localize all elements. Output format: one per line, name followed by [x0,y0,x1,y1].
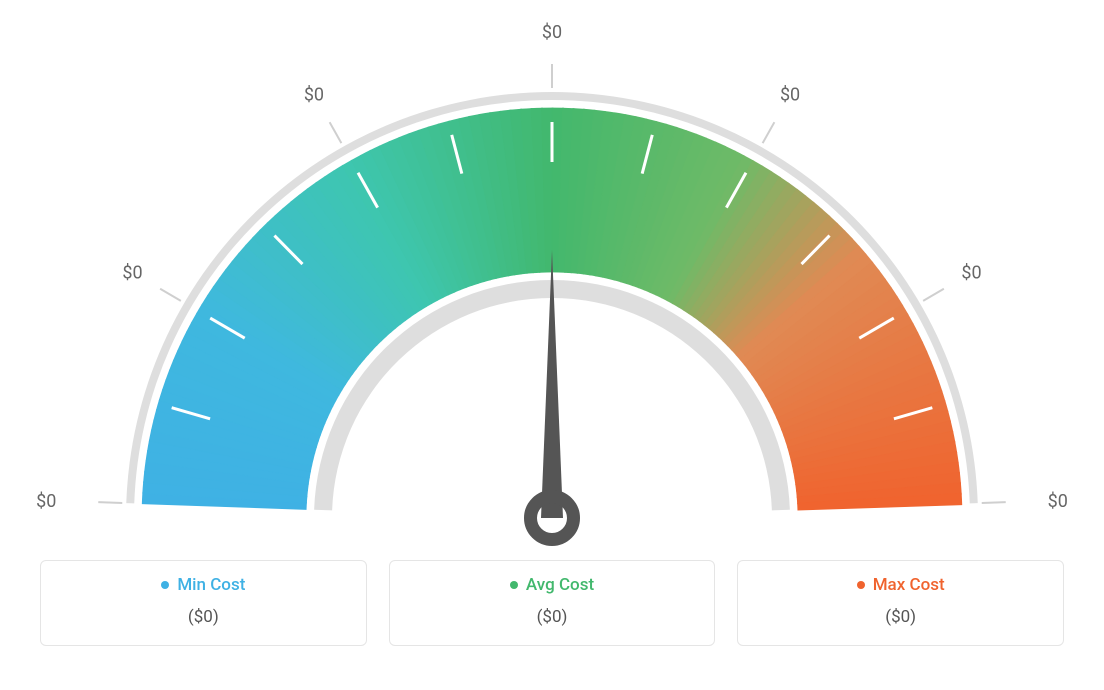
legend-card-avg: Avg Cost ($0) [389,560,716,646]
legend-title-min: Min Cost [53,575,354,595]
gauge-area: $0 $0 $0 $0 $0 $0 $0 [30,10,1074,560]
legend-title-avg: Avg Cost [402,575,703,595]
svg-text:$0: $0 [780,84,800,105]
legend-label-avg: Avg Cost [526,575,594,595]
legend-value-max: ($0) [750,607,1051,627]
svg-text:$0: $0 [542,22,562,43]
svg-text:$0: $0 [36,491,56,512]
legend-row: Min Cost ($0) Avg Cost ($0) Max Cost ($0… [30,560,1074,646]
legend-card-min: Min Cost ($0) [40,560,367,646]
svg-text:$0: $0 [304,84,324,105]
gauge-chart-container: $0 $0 $0 $0 $0 $0 $0 Min Cost ($0) Avg Cost ($… [0,0,1104,690]
legend-dot-avg [510,581,518,589]
legend-label-max: Max Cost [873,575,945,595]
legend-card-max: Max Cost ($0) [737,560,1064,646]
gauge-svg: $0 $0 $0 $0 $0 $0 $0 [30,10,1074,560]
legend-dot-min [161,581,169,589]
svg-text:$0: $0 [961,263,981,284]
legend-dot-max [857,581,865,589]
legend-value-avg: ($0) [402,607,703,627]
legend-title-max: Max Cost [750,575,1051,595]
svg-text:$0: $0 [1048,491,1068,512]
legend-value-min: ($0) [53,607,354,627]
legend-label-min: Min Cost [177,575,245,595]
svg-text:$0: $0 [122,263,142,284]
